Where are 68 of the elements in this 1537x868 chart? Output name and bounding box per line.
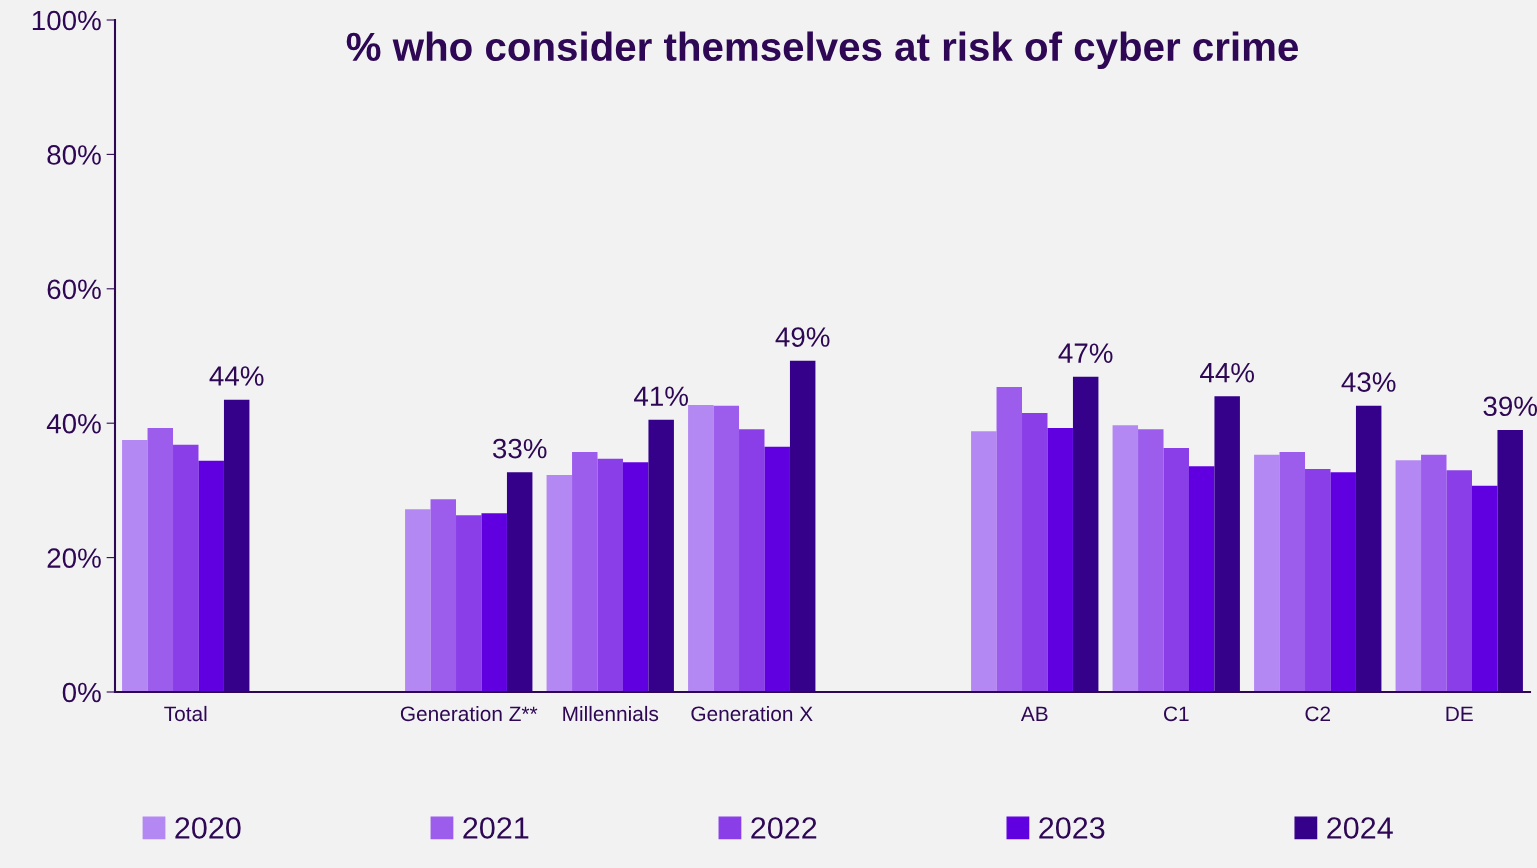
x-tick-label: Millennials (563, 705, 659, 722)
bar (764, 446, 790, 692)
x-tick-label: C1 (1163, 706, 1189, 722)
bar (1395, 460, 1422, 692)
bar (739, 429, 765, 692)
x-tick-label: Total (164, 705, 207, 722)
data-label: 41% (634, 386, 688, 406)
x-tick-label: AB (1020, 706, 1048, 721)
legend-label: 2021 (463, 817, 529, 839)
bar (1138, 429, 1164, 692)
data-label: 33% (492, 438, 547, 459)
bar (1421, 454, 1447, 692)
bar (688, 405, 714, 692)
bar (1112, 425, 1139, 692)
y-tick-label: 100% (32, 10, 101, 31)
legend-label: 2024 (1327, 817, 1393, 839)
bar (789, 360, 816, 692)
bar (597, 458, 623, 692)
bar (713, 405, 740, 692)
x-tick-label: Generation Z** (400, 705, 538, 722)
bar (173, 444, 199, 692)
bar (1355, 405, 1382, 692)
x-tick-label: C2 (1305, 706, 1331, 722)
bar (147, 427, 174, 692)
bar (1279, 452, 1306, 692)
bar (1497, 429, 1523, 692)
y-tick-label: 60% (47, 279, 101, 300)
bar (1022, 413, 1048, 692)
data-label: 43% (1341, 372, 1396, 392)
data-label: 39% (1483, 396, 1537, 417)
bar (481, 513, 507, 692)
bar (430, 499, 457, 692)
bar (622, 462, 649, 692)
bar (572, 452, 598, 692)
bar (223, 399, 250, 692)
bar (122, 440, 148, 692)
bar (996, 386, 1023, 692)
data-label: 47% (1058, 343, 1113, 363)
bar (1163, 448, 1189, 692)
bar (546, 474, 573, 692)
bar (1188, 466, 1215, 692)
bar (1446, 470, 1472, 692)
chart-title: % who consider themselves at risk of cyber crime (346, 31, 1298, 70)
data-label: 49% (775, 327, 830, 347)
bar (1305, 468, 1331, 692)
bar (1471, 485, 1498, 692)
data-label: 44% (209, 366, 264, 386)
bar (1047, 427, 1073, 692)
bar (971, 431, 997, 692)
bar (1254, 454, 1280, 692)
bar (1214, 396, 1240, 692)
y-tick-label: 80% (47, 145, 101, 165)
bar (405, 509, 431, 692)
bar (1072, 376, 1099, 692)
y-tick-label: 20% (47, 548, 101, 568)
legend-label: 2022 (751, 817, 817, 839)
y-tick-label: 40% (46, 413, 101, 434)
bar (1330, 472, 1356, 692)
data-label: 44% (1200, 362, 1254, 383)
bar (456, 515, 482, 692)
bar (648, 419, 674, 692)
x-tick-label: Generation X (691, 705, 813, 722)
bar (506, 472, 533, 692)
legend-label: 2020 (175, 817, 241, 839)
y-tick-label: 0% (62, 682, 101, 703)
x-tick-label: DE (1446, 706, 1473, 721)
bar (198, 460, 224, 692)
legend-label: 2023 (1039, 817, 1105, 839)
